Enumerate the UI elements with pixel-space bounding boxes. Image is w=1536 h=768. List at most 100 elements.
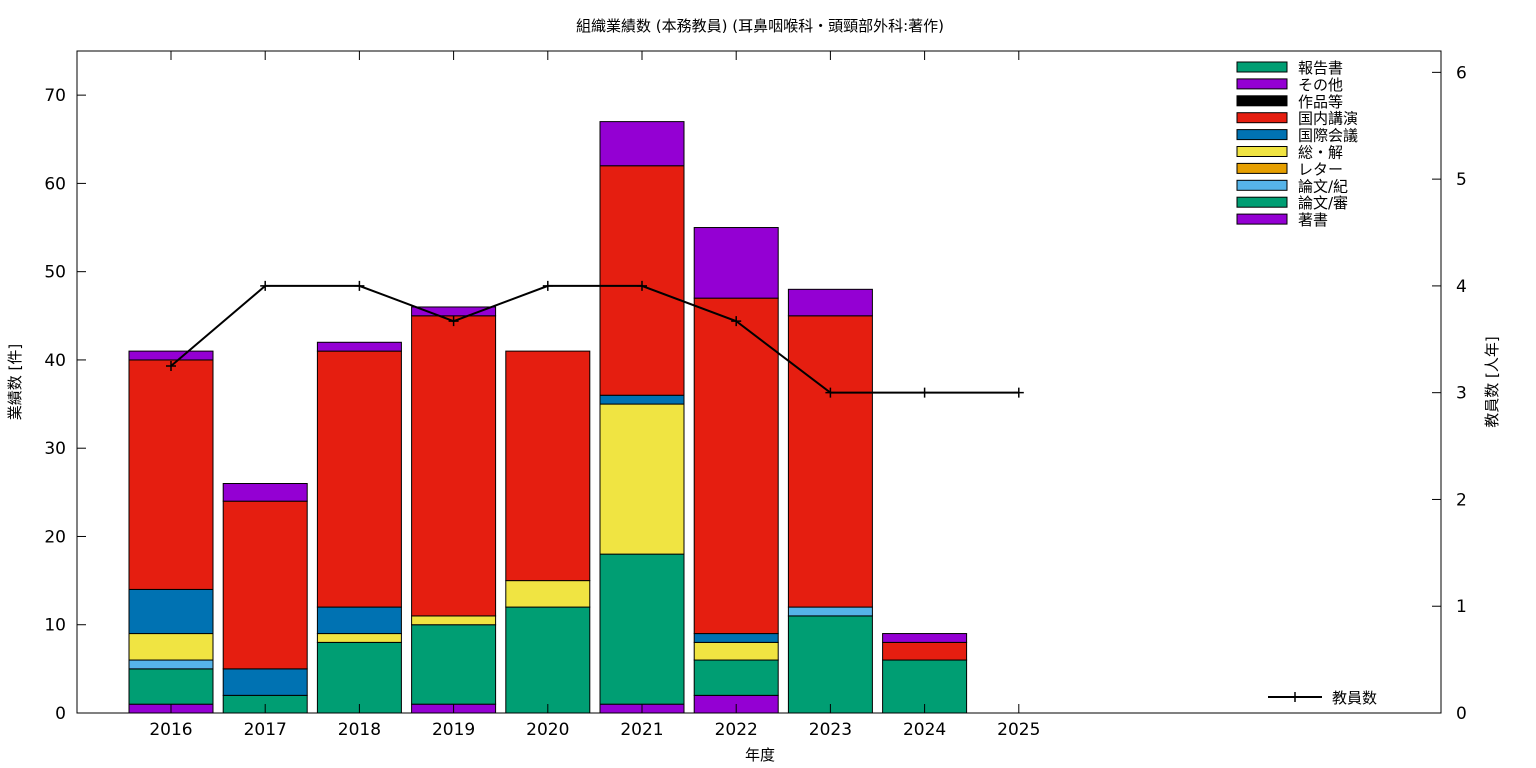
- x-tick-label: 2018: [338, 720, 381, 740]
- y2-axis-label: 教員数 [人年]: [1483, 336, 1501, 427]
- bar-segment: [787, 615, 873, 714]
- legend-line-marker: [1290, 692, 1300, 702]
- bar-segment: [316, 606, 402, 635]
- legend-swatch: [1236, 95, 1288, 107]
- bar-segment: [599, 403, 685, 555]
- legend-label: 総・解: [1298, 144, 1343, 162]
- y-tick-label: 50: [44, 263, 66, 283]
- y-tick-label: 20: [44, 527, 66, 547]
- line-point: [919, 387, 930, 398]
- axes-layer: 0 10 20 30 40 50 60 70 0 1 2 3 4 5 6 2016 2017 2018 2019 20…: [44, 51, 1467, 740]
- x-tick-label: 2017: [244, 720, 287, 740]
- y2-tick-label: 1: [1456, 597, 1467, 617]
- y2-tick-label: 2: [1456, 490, 1467, 510]
- legend-swatch: [1236, 129, 1288, 141]
- x-tick-label: 2024: [903, 720, 946, 740]
- y-tick-label: 0: [55, 704, 66, 724]
- bar-segment: [128, 350, 214, 361]
- y-tick-label: 30: [44, 439, 66, 459]
- bar-segment: [693, 641, 779, 661]
- line-layer: [166, 280, 1024, 398]
- line-point: [542, 280, 553, 291]
- bar-segment: [693, 633, 779, 643]
- line-point: [1013, 387, 1024, 398]
- line-point: [637, 280, 647, 291]
- bar-segment: [411, 615, 497, 626]
- bar-segment: [693, 659, 779, 696]
- legend-label: レター: [1298, 160, 1343, 178]
- y2-tick-label: 6: [1456, 63, 1467, 83]
- legend-label: 国内講演: [1298, 110, 1358, 128]
- y-tick-label: 40: [44, 351, 66, 371]
- bar-segment: [316, 350, 402, 608]
- x-tick-label: 2021: [620, 720, 663, 740]
- chart-title: 組織業績数 (本務教員) (耳鼻咽喉科・頭頸部外科:著作): [576, 17, 944, 35]
- bar-segment: [693, 297, 779, 635]
- bar-segment: [128, 633, 214, 661]
- line-point: [166, 360, 176, 371]
- bar-segment: [316, 641, 402, 714]
- y-tick-label: 60: [44, 174, 66, 194]
- y-tick-label: 10: [44, 616, 66, 636]
- bar-segment: [505, 606, 591, 714]
- legend-label: 報告書: [1298, 59, 1343, 77]
- legend-line-label: 教員数: [1332, 689, 1377, 707]
- legend-label: 作品等: [1298, 93, 1343, 111]
- bar-segment: [316, 341, 402, 352]
- plot-frame: [76, 50, 1442, 714]
- x-tick-label: 2022: [715, 720, 758, 740]
- bar-segment: [411, 306, 497, 317]
- bar-segment: [882, 641, 968, 661]
- line-point: [731, 316, 742, 327]
- line-point: [260, 280, 271, 291]
- bar-segment: [787, 606, 873, 617]
- bar-segment: [128, 659, 214, 670]
- bar-segment: [411, 315, 497, 617]
- bar-segment: [599, 394, 685, 405]
- legend-swatch: [1236, 179, 1288, 191]
- legend-label: その他: [1298, 76, 1343, 94]
- x-tick-label: 2023: [809, 720, 852, 740]
- bar-segment: [599, 553, 685, 705]
- bar-segment: [599, 121, 685, 167]
- bar-segment: [222, 483, 308, 502]
- legend-swatch: [1236, 213, 1288, 225]
- x-axis-label: 年度: [745, 746, 775, 764]
- bar-segment: [411, 624, 497, 705]
- legend-swatch: [1236, 196, 1288, 208]
- bar-segment: [693, 227, 779, 299]
- legend-swatch: [1236, 162, 1288, 174]
- x-tick-label: 2025: [997, 720, 1040, 740]
- y2-tick-label: 4: [1456, 277, 1467, 297]
- bar-segment: [787, 315, 873, 608]
- bar-segment: [505, 580, 591, 608]
- x-tick-label: 2019: [432, 720, 475, 740]
- x-tick-label: 2016: [149, 720, 192, 740]
- y-axis-label: 業績数 [件]: [6, 344, 24, 420]
- y2-tick-label: 3: [1456, 384, 1467, 404]
- legend-swatch: [1236, 146, 1288, 157]
- line-point: [825, 387, 836, 398]
- bar-segment: [128, 588, 214, 635]
- bar-segment: [222, 668, 308, 696]
- legend-label: 論文/審: [1298, 194, 1348, 212]
- bar-segment: [222, 500, 308, 670]
- bar-segment: [787, 288, 873, 317]
- legend-swatch: [1236, 112, 1288, 124]
- legend-label: 論文/紀: [1298, 177, 1348, 195]
- y-tick-label: 70: [44, 86, 66, 106]
- bar-segment: [505, 350, 591, 582]
- y2-tick-label: 5: [1456, 170, 1467, 190]
- line-point: [354, 280, 365, 291]
- bar-segment: [316, 633, 402, 643]
- x-tick-label: 2020: [526, 720, 569, 740]
- bar-segment: [599, 165, 685, 396]
- bar-segment: [128, 359, 214, 590]
- legend-label: 著書: [1298, 211, 1328, 229]
- legend-swatch: [1236, 61, 1288, 73]
- legend-label: 国際会議: [1298, 127, 1358, 145]
- line-point: [448, 316, 459, 327]
- legend-swatch: [1236, 78, 1288, 90]
